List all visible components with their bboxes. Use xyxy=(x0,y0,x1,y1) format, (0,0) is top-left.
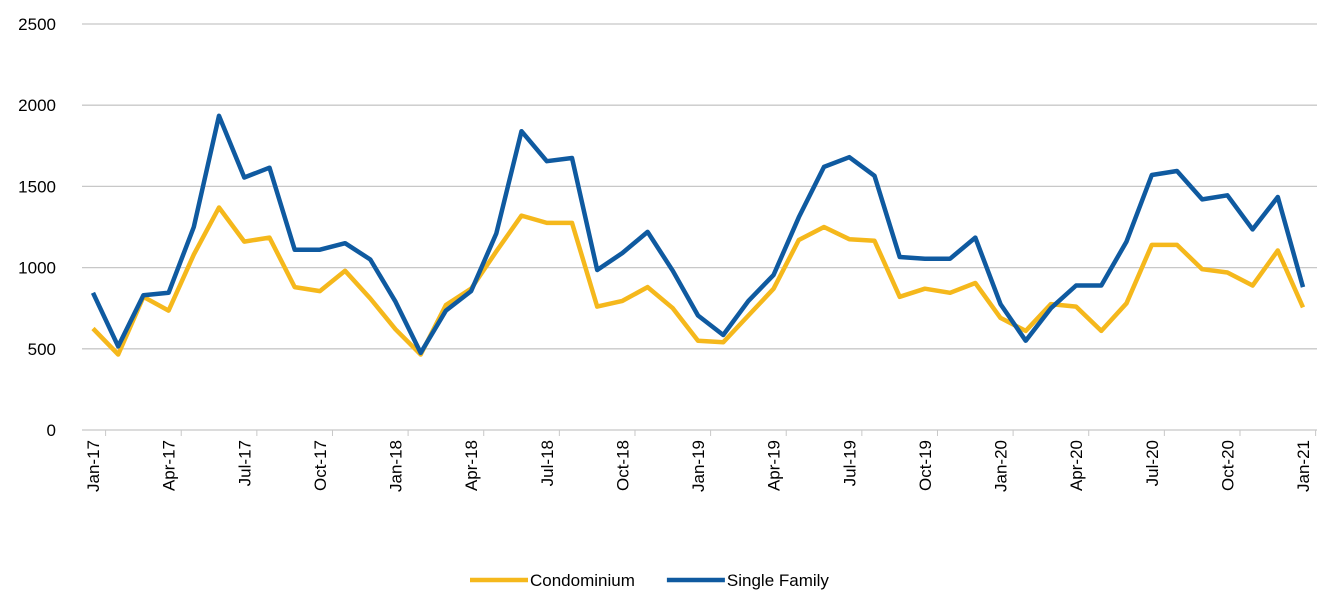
x-tick-label: Jan-18 xyxy=(387,440,406,492)
x-tick-label: Apr-18 xyxy=(462,440,481,491)
x-tick-label: Jan-17 xyxy=(84,440,103,492)
x-tick-label: Apr-19 xyxy=(765,440,784,491)
legend-label: Condominium xyxy=(530,571,635,590)
x-tick-label: Jul-17 xyxy=(235,440,254,486)
y-tick-label: 2000 xyxy=(18,96,56,115)
y-tick-label: 1000 xyxy=(18,259,56,278)
y-tick-label: 0 xyxy=(47,421,56,440)
y-tick-label: 500 xyxy=(28,340,56,359)
x-tick-label: Jan-21 xyxy=(1294,440,1313,492)
line-series xyxy=(90,113,1306,356)
y-tick-label: 1500 xyxy=(18,177,56,196)
x-tick-label: Oct-20 xyxy=(1218,440,1237,491)
x-tick-label: Apr-17 xyxy=(160,440,179,491)
x-tick-label: Oct-19 xyxy=(916,440,935,491)
x-tick-label: Jul-20 xyxy=(1143,440,1162,486)
x-tick-label: Apr-20 xyxy=(1067,440,1086,491)
y-tick-label: 2500 xyxy=(18,15,56,34)
x-tick-label: Oct-18 xyxy=(613,440,632,491)
x-tick-label: Jul-18 xyxy=(538,440,557,486)
x-tick-label: Oct-17 xyxy=(311,440,330,491)
x-tick-label: Jan-19 xyxy=(689,440,708,492)
x-tick-label: Jan-20 xyxy=(992,440,1011,492)
x-tick-label: Jul-19 xyxy=(840,440,859,486)
line-series xyxy=(91,205,1306,357)
legend-label: Single Family xyxy=(727,571,830,590)
